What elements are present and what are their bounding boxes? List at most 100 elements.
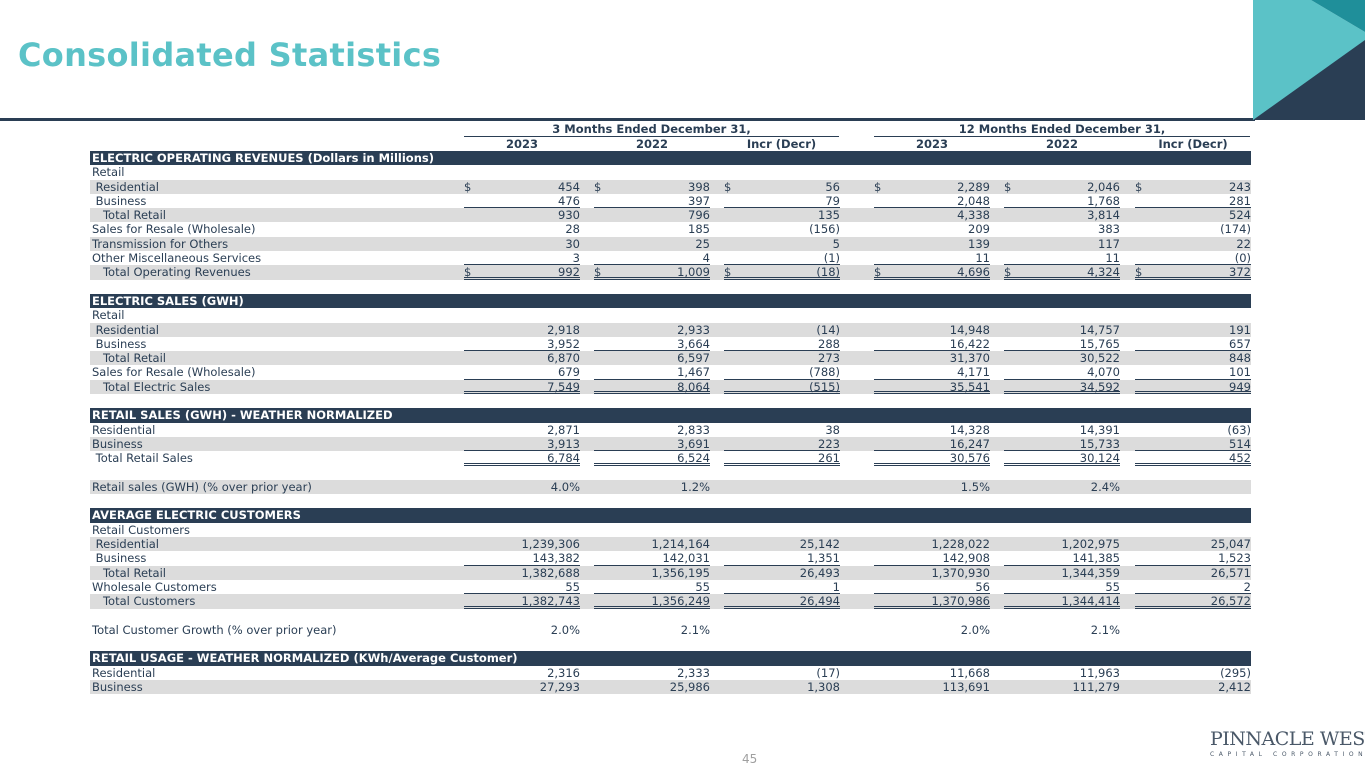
table-cell: 281 [1135,194,1251,209]
table-row: Business 3,913 3,691 223 16,247 15,733 514 [90,436,1251,452]
table-cell: $4,324 [1004,265,1120,280]
table-cell: $243 [1135,180,1251,194]
table-row: Residential 1,239,306 1,214,164 25,142 1,228… [90,537,1251,552]
cell-value: 11 [1105,251,1120,266]
table-cell: 11 [874,251,990,266]
table-row: Total Electric Sales 7,549 8,064 (515) 35,54… [90,379,1251,395]
cell-value: 30,124 [1079,451,1120,466]
cell-value: 1,382,688 [521,565,580,580]
table-row [90,609,1251,623]
table-cell: 383 [1004,222,1120,236]
table-row: Total Retail Sales 6,784 6,524 261 30,576 30,… [90,451,1251,466]
table-cell: 30,576 [874,451,990,466]
cell-value: 3 [572,251,580,266]
row-label: Retail sales (GWH) (% over prior year) [92,479,312,494]
table-cell: 11 [1004,251,1120,266]
header-divider [0,118,1255,121]
row-label: Retail [92,165,125,180]
table-cell: 796 [594,208,710,222]
table-cell: 4,338 [874,208,990,222]
table-row: Wholesale Customers 55 55 1 56 55 2 [90,579,1251,595]
currency-symbol: $ [724,265,732,280]
table-cell: $ (18) [724,265,840,280]
table-cell: 514 [1135,437,1251,452]
cell-value: 4,070 [1087,365,1120,380]
cell-value: 15,765 [1079,336,1120,351]
cell-value: 4,338 [957,208,990,223]
cell-value: 3,952 [547,336,580,351]
table-cell: 1.2% [594,480,710,494]
row-label: Total Customer Growth (% over prior year… [92,622,337,637]
table-cell: 2,048 [874,193,990,209]
table-cell: (0) [1135,251,1251,266]
cell-value: 11,963 [1079,665,1120,680]
table-cell: 6,597 [594,351,710,365]
cell-value: 15,733 [1079,436,1120,451]
table-cell: 1,214,164 [594,537,710,551]
cell-value: 1,370,930 [931,565,990,580]
table-cell: 31,370 [874,351,990,365]
cell-value: 679 [558,365,580,380]
cell-value: 11 [975,251,990,266]
cell-value: 1,308 [807,679,840,694]
cell-value: 2,048 [957,193,990,208]
table-row: Total Operating Revenues $992 $1,009 $ (18) $… [90,265,1251,280]
table-cell: 2,833 [594,423,710,437]
cell-value: 2,833 [677,422,710,437]
table-cell: 397 [594,194,710,209]
cell-value: (515) [809,379,840,394]
cell-value: 2.0% [960,622,990,637]
column-header: 2023 [505,137,538,151]
cell-value: 2,918 [547,322,580,337]
section-header: ELECTRIC SALES (GWH) [90,293,1251,309]
table-cell: 3,814 [1004,208,1120,222]
column-header: 2022 [1045,137,1078,151]
table-cell: 143,382 [464,551,580,566]
page-number: 45 [742,752,758,766]
column-header: 2022 [635,137,668,151]
cell-value: 1,523 [1218,551,1251,566]
table-cell: 223 [724,437,840,452]
table-cell: 55 [464,580,580,595]
table-cell: 14,757 [1004,323,1120,337]
table-cell: 16,422 [874,337,990,352]
row-label: Total Retail [92,208,166,223]
cell-value: (14) [816,322,840,337]
cell-value: 7,549 [547,379,580,394]
table-cell: (788) [724,365,840,380]
table-cell: 288 [724,337,840,352]
table-cell: 1.5% [874,480,990,494]
cell-value: 142,908 [942,551,990,566]
table-row: Residential 2,871 2,833 38 14,328 14,391 (63) [90,423,1251,437]
cell-value: 1 [832,579,840,594]
cell-value: 26,494 [799,594,840,609]
table-cell: 7,549 [464,379,580,395]
table-cell: $56 [724,180,840,194]
table-row [90,494,1251,508]
table-cell: $992 [464,265,580,280]
cell-value: 25,047 [1210,537,1251,552]
table-row: Business 143,382 142,031 1,351 142,908 141,38… [90,551,1251,566]
logo-subtitle: CAPITAL CORPORATION [1210,751,1365,758]
cell-value: 6,597 [677,351,710,366]
table-cell: 25,142 [724,537,840,551]
cell-value: 30 [565,236,580,251]
cell-value: 135 [818,208,840,223]
table-cell: 1,467 [594,365,710,380]
row-label: AVERAGE ELECTRIC CUSTOMERS [92,508,301,523]
column-header: Incr (Decr) [1158,137,1228,151]
table-cell: 2,933 [594,323,710,337]
row-label: Total Electric Sales [92,379,211,394]
table-cell: 35,541 [874,380,990,395]
cell-value: 4.0% [550,479,580,494]
table-cell: 2,918 [464,323,580,337]
row-label: Residential [92,537,160,552]
table-cell: 25,986 [594,680,710,694]
row-label: Sales for Resale (Wholesale) [92,222,256,237]
table-row: Retail Customers [90,523,1251,537]
table-cell: 1,768 [1004,194,1120,209]
cell-value: 25,986 [669,679,710,694]
table-cell: 4 [594,251,710,266]
cell-value: 452 [1229,451,1251,466]
row-label: Business [92,193,147,208]
